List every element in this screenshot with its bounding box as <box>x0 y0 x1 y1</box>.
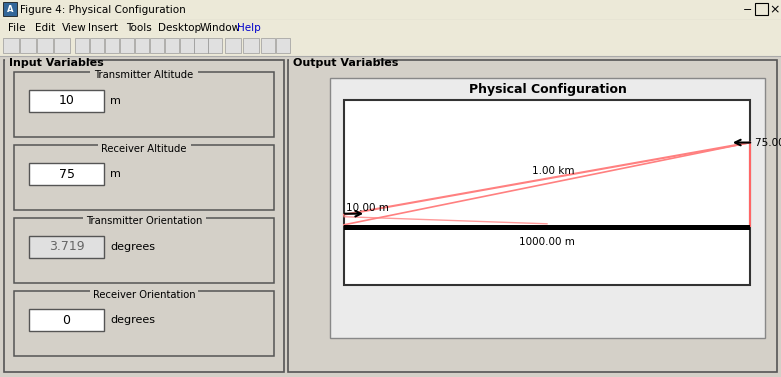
Text: Figure 4: Physical Configuration: Figure 4: Physical Configuration <box>20 5 186 15</box>
Text: Receiver Altitude: Receiver Altitude <box>102 144 187 153</box>
Bar <box>5 59 87 68</box>
Bar <box>261 38 275 53</box>
Text: Edit: Edit <box>35 23 55 33</box>
Text: Desktop: Desktop <box>158 23 201 33</box>
Text: Tools: Tools <box>126 23 152 33</box>
Text: Output Variables: Output Variables <box>293 58 398 68</box>
Bar <box>755 3 768 15</box>
Bar <box>165 38 179 53</box>
Bar <box>83 217 205 226</box>
Text: degrees: degrees <box>110 315 155 325</box>
Bar <box>29 163 104 185</box>
Bar <box>37 38 53 53</box>
Bar <box>344 100 750 285</box>
Text: View: View <box>62 23 87 33</box>
Bar <box>14 218 274 283</box>
Bar <box>0 56 781 377</box>
Bar <box>288 60 777 372</box>
Bar <box>0 0 781 20</box>
Text: Physical Configuration: Physical Configuration <box>469 83 626 97</box>
Text: Help: Help <box>237 23 261 33</box>
Bar <box>243 38 259 53</box>
Bar <box>289 59 377 68</box>
Text: degrees: degrees <box>110 242 155 252</box>
Bar <box>4 60 284 372</box>
Text: −: − <box>744 5 753 15</box>
Bar <box>90 38 104 53</box>
Text: Input Variables: Input Variables <box>9 58 104 68</box>
Bar <box>135 38 149 53</box>
Bar <box>54 38 70 53</box>
Text: 75.00 m: 75.00 m <box>755 138 781 147</box>
Text: Window: Window <box>200 23 241 33</box>
Bar <box>29 90 104 112</box>
Bar <box>276 38 290 53</box>
Text: Receiver Orientation: Receiver Orientation <box>93 290 195 299</box>
Text: A: A <box>7 5 13 14</box>
Bar <box>14 72 274 137</box>
Bar <box>14 291 274 356</box>
Text: Transmitter Orientation: Transmitter Orientation <box>86 216 202 227</box>
Bar <box>208 38 222 53</box>
Text: 1.00 km: 1.00 km <box>532 166 575 176</box>
Text: 3.719: 3.719 <box>48 241 84 253</box>
Bar <box>3 2 17 16</box>
Text: Insert: Insert <box>88 23 119 33</box>
Text: 10: 10 <box>59 95 74 107</box>
Text: m: m <box>110 96 121 106</box>
Bar <box>75 38 89 53</box>
Bar <box>14 145 274 210</box>
Bar <box>120 38 134 53</box>
Bar <box>0 36 781 56</box>
Text: 1000.00 m: 1000.00 m <box>519 237 575 247</box>
Bar <box>98 144 191 153</box>
Bar <box>20 38 36 53</box>
Bar <box>105 38 119 53</box>
Bar <box>194 38 208 53</box>
Text: 0: 0 <box>62 314 70 326</box>
Text: ×: × <box>770 3 780 17</box>
Bar <box>180 38 194 53</box>
Bar <box>0 20 781 36</box>
Bar <box>90 290 198 299</box>
Bar <box>29 236 104 258</box>
Bar <box>3 38 19 53</box>
Bar <box>90 71 198 80</box>
Text: File: File <box>8 23 26 33</box>
Bar <box>150 38 164 53</box>
Text: 10.00 m: 10.00 m <box>346 203 389 213</box>
Bar <box>29 309 104 331</box>
Text: m: m <box>110 169 121 179</box>
Bar <box>330 78 765 338</box>
Text: Transmitter Altitude: Transmitter Altitude <box>95 70 194 81</box>
Bar <box>344 225 750 230</box>
Bar <box>225 38 241 53</box>
Text: 75: 75 <box>59 167 74 181</box>
